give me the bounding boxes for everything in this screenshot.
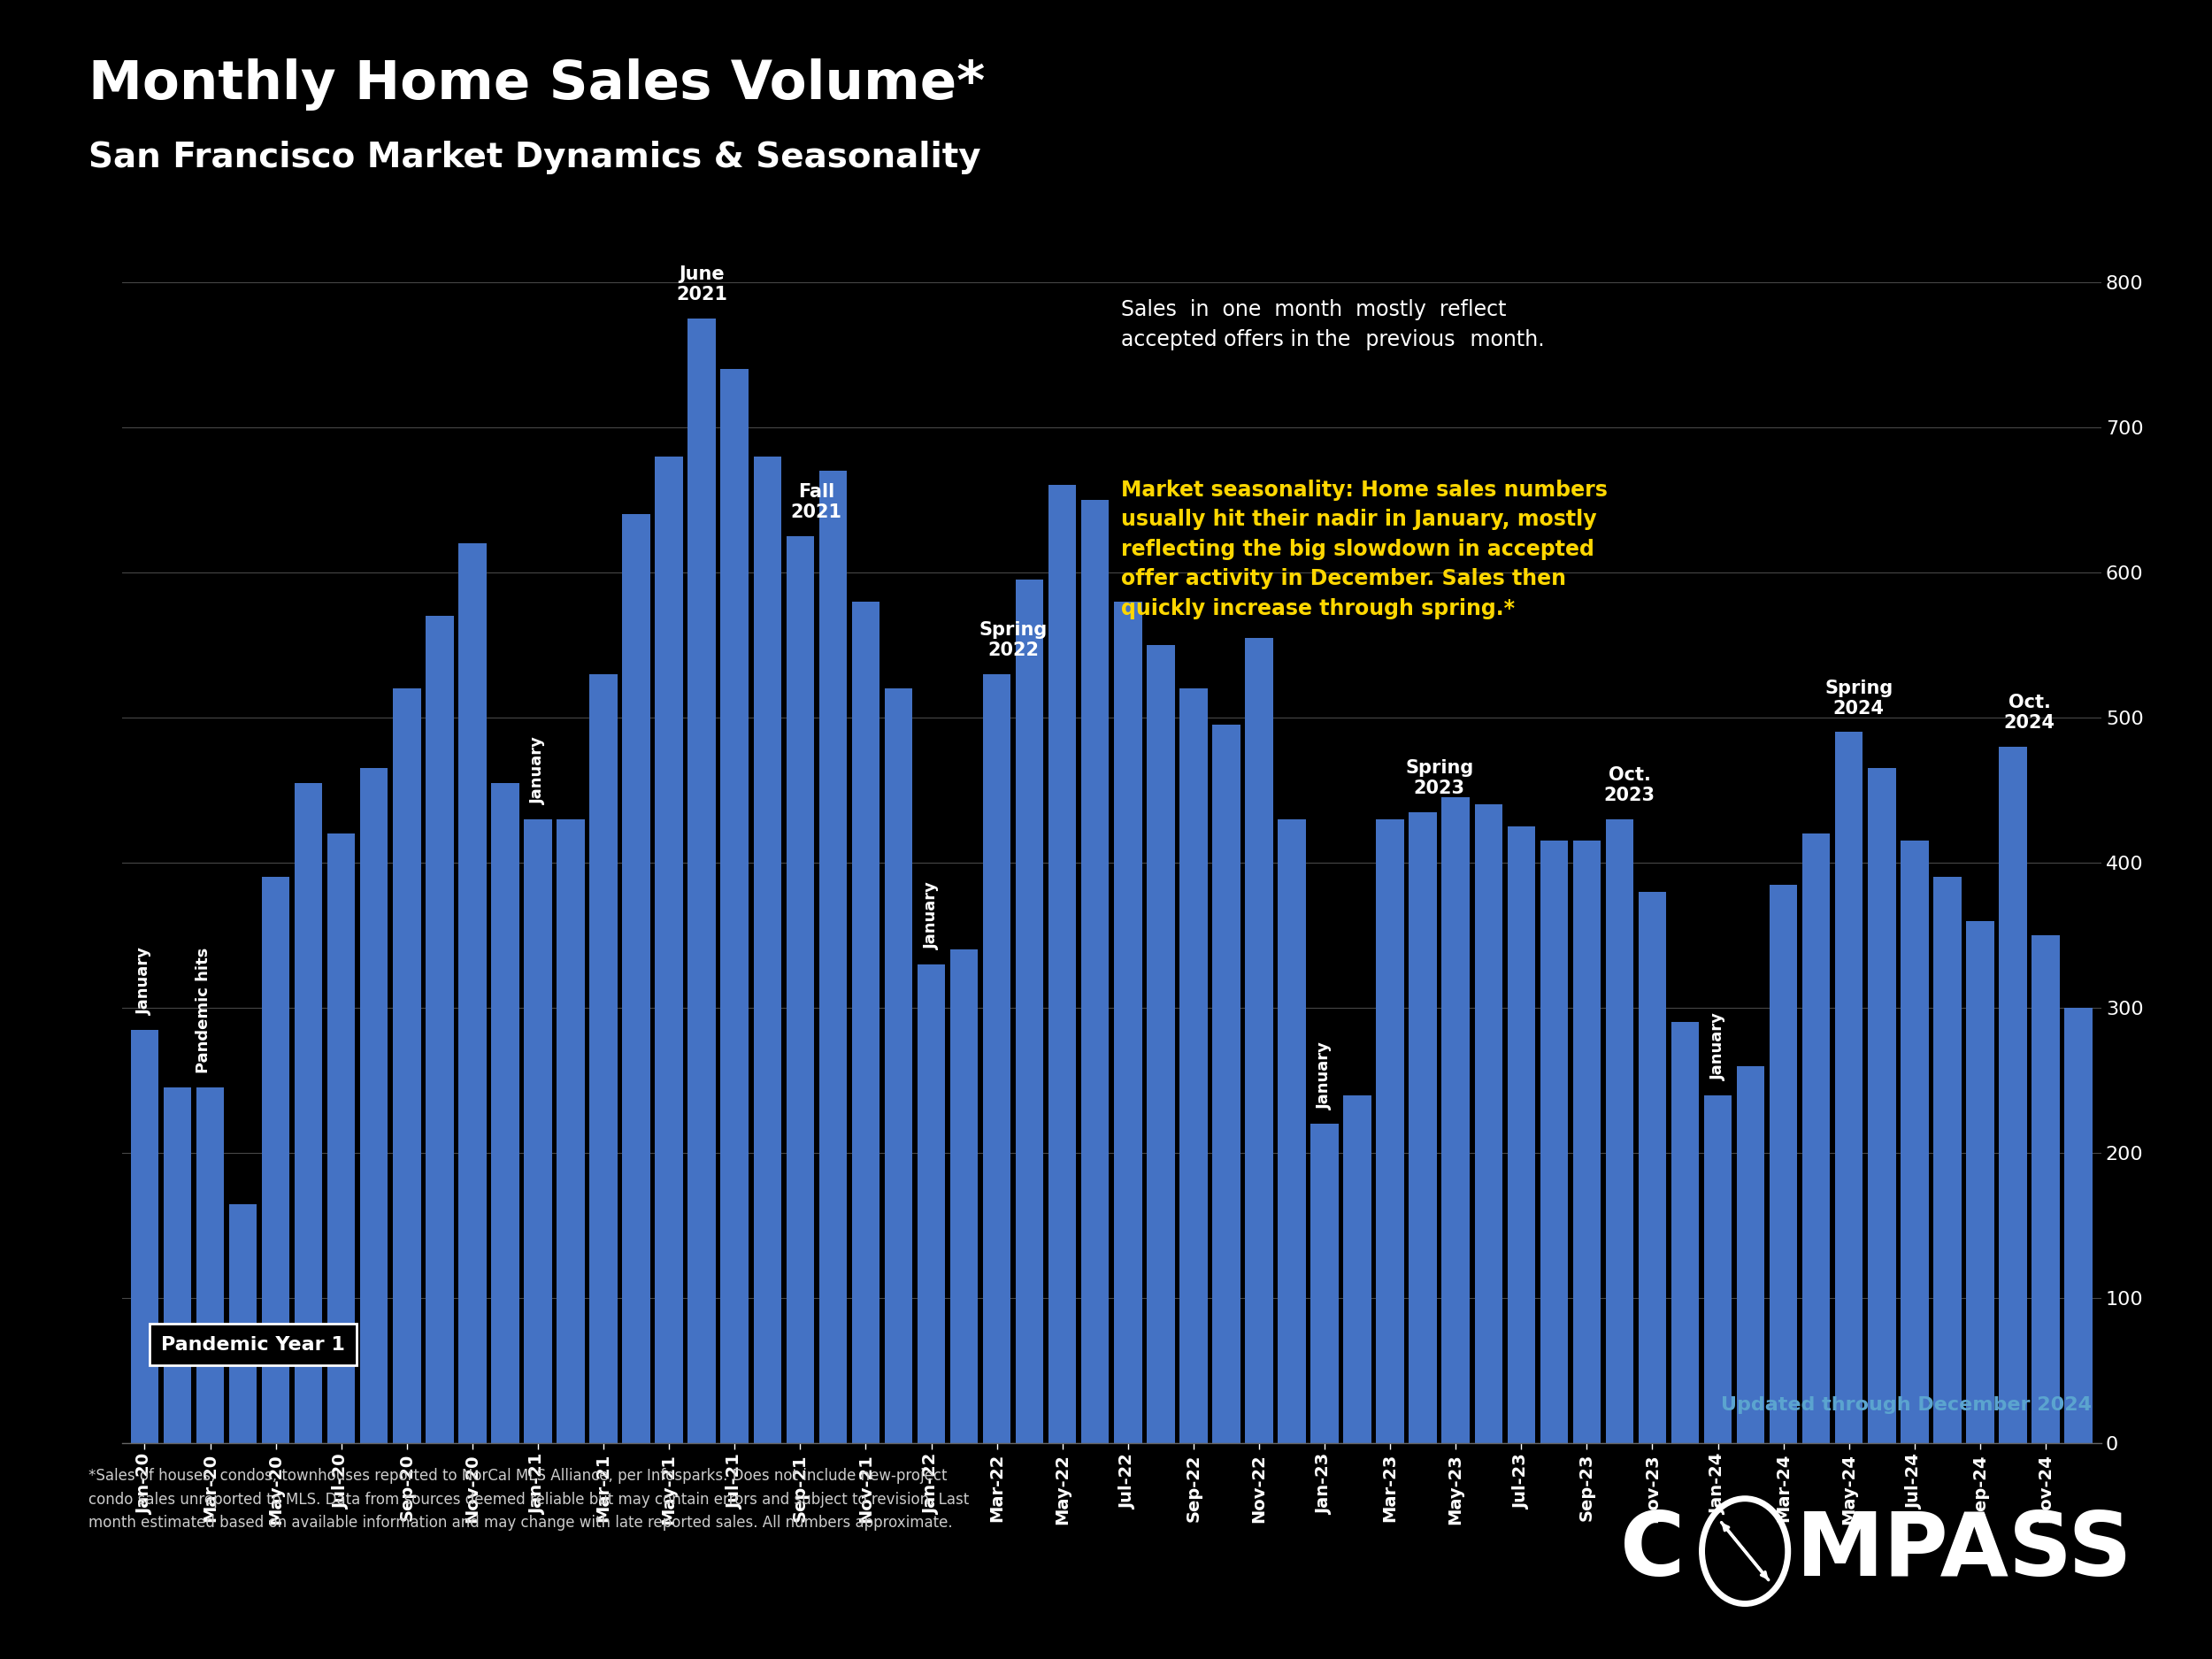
Bar	[1179, 688, 1208, 1443]
Bar	[1506, 826, 1535, 1443]
Bar	[2064, 1007, 2093, 1443]
Bar	[557, 820, 584, 1443]
Bar	[294, 783, 323, 1443]
Bar	[721, 368, 748, 1443]
Bar	[785, 536, 814, 1443]
Bar	[951, 949, 978, 1443]
Bar	[1082, 499, 1108, 1443]
Bar	[1212, 725, 1241, 1443]
Bar	[918, 964, 945, 1443]
Bar	[261, 878, 290, 1443]
Bar	[1279, 820, 1305, 1443]
Text: Updated through December 2024: Updated through December 2024	[1721, 1397, 2093, 1413]
Bar	[1672, 1022, 1699, 1443]
Bar	[425, 615, 453, 1443]
Bar	[591, 674, 617, 1443]
Bar	[2000, 747, 2026, 1443]
Bar	[622, 514, 650, 1443]
Bar	[458, 544, 487, 1443]
Bar	[1803, 833, 1829, 1443]
Text: Spring
2023: Spring 2023	[1405, 760, 1473, 798]
Bar	[361, 768, 387, 1443]
Bar	[754, 456, 781, 1443]
Bar	[164, 1088, 190, 1443]
Bar	[885, 688, 911, 1443]
Text: MPASS: MPASS	[1796, 1508, 2132, 1594]
Bar	[1703, 1095, 1732, 1443]
Bar	[131, 1030, 159, 1443]
Bar	[1900, 841, 1929, 1443]
Bar	[491, 783, 520, 1443]
Bar	[1573, 841, 1601, 1443]
Text: Fall
2021: Fall 2021	[792, 483, 843, 521]
Bar	[1836, 732, 1863, 1443]
Bar	[1015, 579, 1044, 1443]
Text: *Sales of houses, condos, townhouses reported to NorCal MLS Alliance, per Infosp: *Sales of houses, condos, townhouses rep…	[88, 1468, 969, 1531]
Text: C: C	[1619, 1508, 1686, 1594]
Bar	[1475, 805, 1502, 1443]
Text: January: January	[531, 737, 546, 805]
Bar	[197, 1088, 223, 1443]
Bar	[1115, 601, 1141, 1443]
Bar	[1770, 884, 1798, 1443]
Text: Pandemic hits: Pandemic hits	[195, 947, 212, 1073]
Text: Market seasonality: Home sales numbers
usually hit their nadir in January, mostl: Market seasonality: Home sales numbers u…	[1121, 479, 1608, 619]
Text: Pandemic Year 1: Pandemic Year 1	[161, 1335, 345, 1354]
Bar	[2033, 936, 2059, 1443]
Text: San Francisco Market Dynamics & Seasonality: San Francisco Market Dynamics & Seasonal…	[88, 141, 980, 174]
Bar	[1245, 637, 1272, 1443]
Bar	[1409, 811, 1438, 1443]
Text: Monthly Home Sales Volume*: Monthly Home Sales Volume*	[88, 58, 984, 109]
Bar	[1048, 484, 1077, 1443]
Text: Spring
2022: Spring 2022	[980, 620, 1046, 659]
Bar	[1736, 1065, 1765, 1443]
Bar	[688, 319, 717, 1443]
Bar	[1606, 820, 1632, 1443]
Text: Sales  in  one  month  mostly  reflect
accepted offers in the   previous   month: Sales in one month mostly reflect accept…	[1121, 299, 1544, 350]
Bar	[852, 601, 880, 1443]
Text: June
2021: June 2021	[677, 265, 728, 304]
Bar	[1933, 878, 1962, 1443]
Bar	[1867, 768, 1896, 1443]
Text: January: January	[1710, 1012, 1725, 1080]
Bar	[1442, 798, 1469, 1443]
Bar	[1639, 893, 1666, 1443]
Text: Oct.
2023: Oct. 2023	[1604, 766, 1655, 805]
Bar	[1343, 1095, 1371, 1443]
Bar	[1146, 645, 1175, 1443]
Bar	[394, 688, 420, 1443]
Bar	[524, 820, 551, 1443]
Bar	[982, 674, 1011, 1443]
Text: Oct.
2024: Oct. 2024	[2004, 693, 2055, 732]
Text: January: January	[922, 883, 940, 949]
Bar	[327, 833, 356, 1443]
Bar	[1312, 1125, 1338, 1443]
Bar	[655, 456, 684, 1443]
Bar	[1966, 921, 1993, 1443]
Text: Spring
2024: Spring 2024	[1825, 679, 1893, 717]
Bar	[1376, 820, 1405, 1443]
Bar	[230, 1204, 257, 1443]
Text: January: January	[137, 947, 153, 1015]
Text: January: January	[1316, 1042, 1332, 1110]
Bar	[818, 471, 847, 1443]
Bar	[1540, 841, 1568, 1443]
